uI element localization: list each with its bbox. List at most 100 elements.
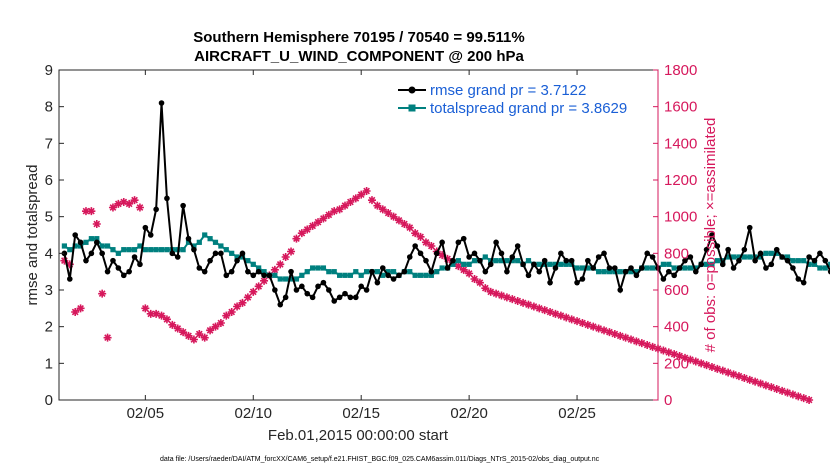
obs-count-marker	[540, 306, 549, 315]
obs-count-marker	[87, 207, 96, 216]
obs-count-marker	[168, 320, 177, 329]
rmse-point	[763, 265, 769, 271]
obs-count-marker	[195, 330, 204, 338]
totalspread-point	[347, 272, 354, 278]
rmse-point	[525, 272, 532, 279]
totalspread-point	[439, 265, 445, 271]
obs-count-marker	[416, 232, 425, 241]
rmse-point	[72, 232, 78, 238]
obs-count-marker	[367, 196, 376, 205]
obs-count-marker	[697, 359, 706, 368]
totalspread-point	[617, 269, 623, 275]
obs-count-marker	[519, 298, 528, 307]
rmse-point	[390, 276, 397, 282]
rmse-point	[536, 268, 543, 275]
y-left-tick-label: 1	[45, 355, 53, 372]
obs-count-marker	[341, 201, 350, 210]
totalspread-point	[299, 272, 305, 278]
obs-count-marker	[465, 269, 474, 278]
y-left-tick-label: 4	[45, 245, 53, 262]
obs-count-marker	[378, 205, 387, 214]
rmse-point	[218, 250, 224, 257]
obs-count-marker	[276, 260, 285, 269]
totalspread-point	[239, 254, 246, 260]
rmse-point	[234, 257, 240, 264]
rmse-point	[460, 235, 467, 242]
obs-count-marker	[179, 328, 188, 337]
y-right-tick-label: 200	[664, 355, 689, 372]
obs-count-marker	[157, 311, 166, 320]
totalspread-point	[99, 243, 105, 249]
obs-count-marker	[130, 196, 139, 205]
x-tick-label: 02/05	[127, 405, 165, 422]
totalspread-point	[385, 269, 391, 275]
obs-count-marker	[373, 201, 382, 210]
rmse-point	[628, 265, 634, 271]
totalspread-point	[315, 265, 321, 271]
obs-count-marker	[675, 352, 684, 360]
rmse-point	[504, 268, 510, 275]
y-left-tick-label: 6	[45, 172, 53, 189]
totalspread-point	[293, 276, 300, 282]
totalspread-point	[536, 261, 542, 267]
obs-count-marker	[778, 386, 787, 395]
obs-count-marker	[594, 324, 603, 333]
rmse-point	[719, 261, 726, 268]
obs-count-marker	[324, 210, 333, 219]
obs-count-marker	[114, 199, 123, 208]
totalspread-point	[196, 239, 202, 245]
totalspread-point	[283, 276, 289, 282]
totalspread-point	[142, 247, 148, 253]
rmse-point	[191, 246, 197, 253]
obs-count-marker	[648, 342, 657, 351]
rmse-point	[660, 276, 667, 282]
obs-count-marker	[287, 247, 296, 256]
totalspread-point	[579, 265, 586, 271]
totalspread-point	[126, 247, 132, 253]
rmse-point	[795, 276, 802, 282]
rmse-point	[822, 257, 829, 264]
rmse-point	[261, 272, 267, 279]
totalspread-point	[558, 261, 564, 267]
rmse-point	[574, 279, 580, 286]
totalspread-point	[703, 261, 710, 267]
obs-count-marker	[184, 331, 193, 340]
legend-spread-label: totalspread grand pr = 3.8629	[430, 100, 627, 117]
obs-count-marker	[362, 187, 371, 195]
chart-title: Southern Hemisphere 70195 / 70540 = 99.5…	[193, 29, 524, 46]
rmse-point	[520, 261, 526, 268]
rmse-point	[563, 257, 570, 264]
rmse-point	[99, 250, 105, 257]
obs-count-marker	[513, 297, 522, 305]
rmse-point	[412, 243, 418, 249]
rmse-point	[531, 261, 537, 268]
obs-count-marker	[200, 333, 209, 342]
rmse-point	[790, 265, 796, 271]
totalspread-point	[428, 272, 434, 278]
rmse-point	[93, 239, 100, 246]
rmse-point	[180, 202, 186, 209]
obs-count-marker	[405, 223, 414, 232]
y-axis-left: 0 1 2 3 4 5 6 7 8 9	[45, 62, 64, 409]
rmse-point	[773, 246, 780, 253]
obs-count-marker	[81, 207, 90, 216]
totalspread-point	[380, 272, 386, 278]
totalspread-point	[666, 261, 672, 267]
x-tick-label: 02/10	[234, 405, 272, 422]
totalspread-point	[304, 269, 310, 275]
obs-count-marker	[767, 383, 776, 392]
rmse-point	[120, 272, 127, 279]
totalspread-point	[547, 261, 553, 267]
obs-count-marker	[238, 298, 247, 307]
rmse-point	[104, 268, 111, 275]
rmse-point	[466, 254, 472, 260]
legend-rmse-marker	[408, 86, 416, 94]
totalspread-point	[790, 258, 796, 264]
totalspread-point	[229, 250, 235, 256]
obs-count-marker	[734, 372, 743, 381]
plot-area	[59, 70, 658, 400]
totalspread-point	[693, 265, 699, 271]
rmse-point	[137, 261, 143, 268]
totalspread-point	[828, 261, 830, 267]
rmse-point	[547, 279, 553, 286]
